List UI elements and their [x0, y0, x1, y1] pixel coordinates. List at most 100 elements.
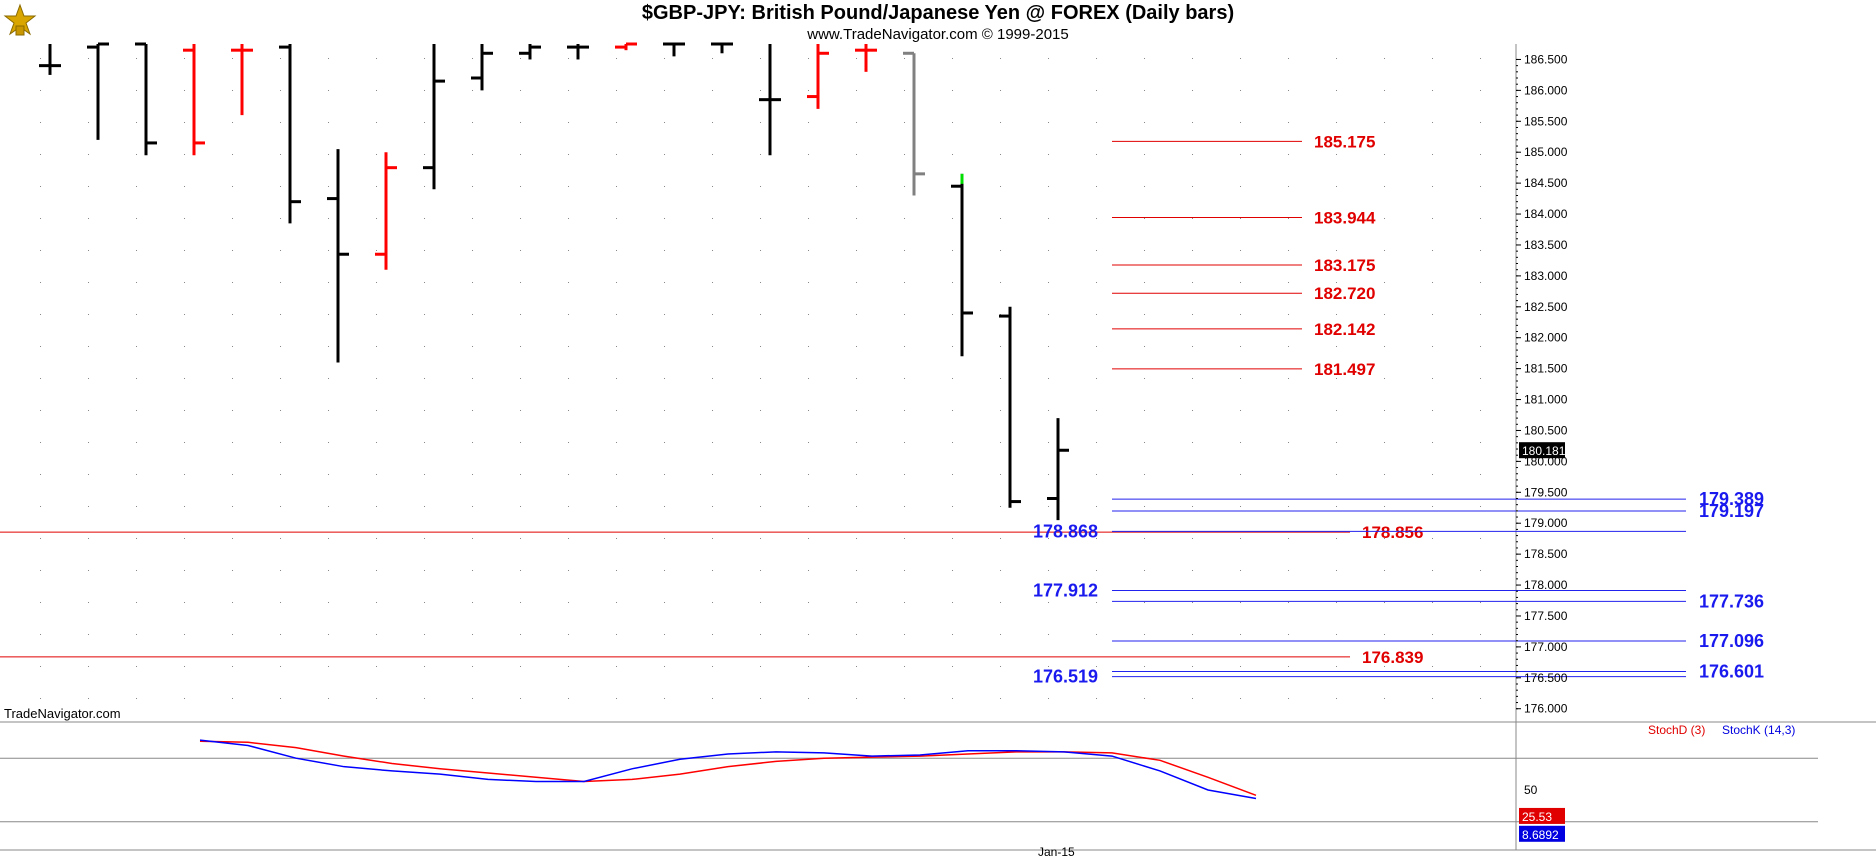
grid-dot [424, 602, 425, 603]
grid-dot [184, 698, 185, 699]
grid-dot [376, 410, 377, 411]
grid-dot [1384, 538, 1385, 539]
grid-dot [232, 698, 233, 699]
grid-dot [1288, 218, 1289, 219]
grid-dot [280, 378, 281, 379]
grid-dot [40, 634, 41, 635]
grid-dot [520, 570, 521, 571]
grid-dot [280, 154, 281, 155]
ohlc-bar [87, 42, 109, 140]
grid-dot [1144, 602, 1145, 603]
grid-dot [856, 442, 857, 443]
grid-dot [1000, 634, 1001, 635]
grid-dot [856, 378, 857, 379]
grid-dot [712, 602, 713, 603]
grid-dot [376, 698, 377, 699]
grid-dot [472, 250, 473, 251]
grid-dot [760, 474, 761, 475]
grid-dot [472, 634, 473, 635]
grid-dot [184, 378, 185, 379]
grid-dot [136, 378, 137, 379]
grid-dot [1096, 58, 1097, 59]
grid-dot [1144, 634, 1145, 635]
grid-dot [1000, 666, 1001, 667]
grid-dot [1000, 314, 1001, 315]
grid-dot [856, 58, 857, 59]
grid-dot [88, 570, 89, 571]
grid-dot [1048, 570, 1049, 571]
grid-dot [1336, 218, 1337, 219]
grid-dot [1432, 58, 1433, 59]
grid-dot [664, 58, 665, 59]
grid-dot [904, 602, 905, 603]
grid-dot [1432, 442, 1433, 443]
grid-dot [952, 442, 953, 443]
grid-dot [1000, 506, 1001, 507]
grid-dot [1480, 314, 1481, 315]
grid-dot [1288, 634, 1289, 635]
grid-dot [1096, 666, 1097, 667]
stochd-value: 25.53 [1522, 810, 1552, 824]
grid-dot [1192, 506, 1193, 507]
y-tick-label: 180.500 [1524, 423, 1568, 437]
grid-dot [616, 282, 617, 283]
grid-dot [808, 122, 809, 123]
ohlc-bar [423, 44, 445, 190]
grid-dot [328, 410, 329, 411]
grid-dot [1384, 122, 1385, 123]
grid-dot [232, 634, 233, 635]
grid-dot [472, 122, 473, 123]
grid-dot [1048, 90, 1049, 91]
grid-dot [424, 250, 425, 251]
grid-dot [856, 474, 857, 475]
grid-dot [328, 218, 329, 219]
grid-dot [664, 634, 665, 635]
grid-dot [232, 378, 233, 379]
grid-dot [616, 410, 617, 411]
grid-dot [520, 186, 521, 187]
stochastic-panel: 50 25.53 8.6892 [199, 739, 1565, 842]
grid-dot [520, 122, 521, 123]
grid-dot [568, 666, 569, 667]
grid-dot [40, 250, 41, 251]
grid-dot [856, 218, 857, 219]
grid-dot [472, 346, 473, 347]
grid-dot [760, 698, 761, 699]
grid-dot [664, 314, 665, 315]
grid-dot [40, 58, 41, 59]
grid-dot [1000, 218, 1001, 219]
grid-dot [760, 602, 761, 603]
grid-dot [1336, 90, 1337, 91]
grid-dot [1144, 506, 1145, 507]
grid-dot [1000, 538, 1001, 539]
grid-dot [616, 570, 617, 571]
grid-dot [1432, 186, 1433, 187]
grid-dot [472, 410, 473, 411]
grid-dot [376, 506, 377, 507]
grid-dot [280, 666, 281, 667]
grid-dot [1432, 282, 1433, 283]
grid-dot [136, 186, 137, 187]
grid-dot [88, 122, 89, 123]
grid-dot [1000, 602, 1001, 603]
grid-dot [280, 634, 281, 635]
ohlc-bar [855, 44, 877, 72]
grid-dot [520, 410, 521, 411]
grid-dot [904, 250, 905, 251]
grid-dot [568, 378, 569, 379]
grid-dot [1048, 634, 1049, 635]
grid-dot [904, 410, 905, 411]
grid-dot [232, 442, 233, 443]
grid-dot [280, 122, 281, 123]
grid-dot [88, 346, 89, 347]
y-tick-label: 179.500 [1524, 485, 1568, 499]
grid-dot [1240, 538, 1241, 539]
grid-dot [1240, 602, 1241, 603]
grid-dot [424, 410, 425, 411]
grid-dot [1240, 442, 1241, 443]
grid-dot [904, 442, 905, 443]
grid-dot [904, 474, 905, 475]
grid-dot [1480, 282, 1481, 283]
grid-dot [136, 474, 137, 475]
